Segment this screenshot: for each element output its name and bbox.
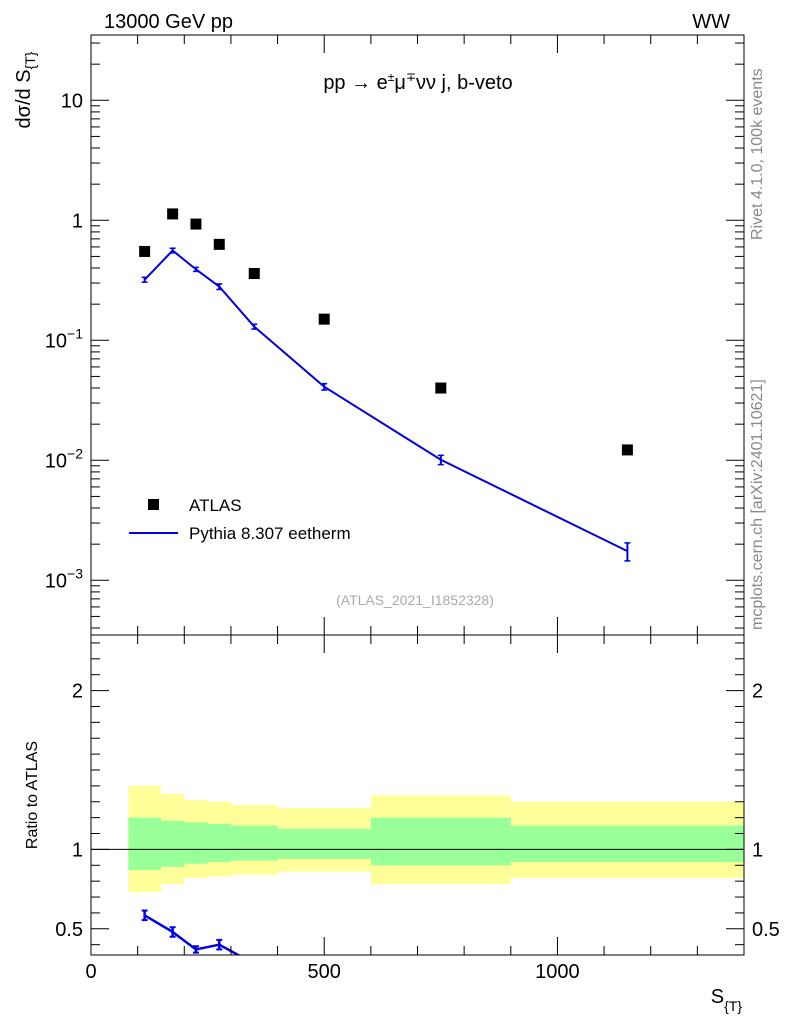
ratio-y-tick-label: 1 xyxy=(72,839,83,861)
x-axis-label: S{T} xyxy=(711,986,743,1014)
ratio-band-green xyxy=(184,822,208,864)
ratio-band-green xyxy=(230,825,278,861)
legend-pythia-label: Pythia 8.307 eetherm xyxy=(189,524,351,543)
main-y-tick-label: 10−1 xyxy=(45,325,83,352)
x-label-sub: {T} xyxy=(724,998,742,1014)
main-y-tick-base: 10 xyxy=(45,450,67,472)
atlas-data-point xyxy=(167,208,179,220)
main-y-tick-exp: −3 xyxy=(67,565,83,581)
atlas-data-point xyxy=(139,245,151,257)
ratio-lines xyxy=(91,848,744,955)
atlas-data-point xyxy=(213,238,225,250)
rivet-label: Rivet 4.1.0, 100k events xyxy=(749,68,766,240)
ratio-bands xyxy=(128,785,744,893)
analysis-reference: (ATLAS_2021_I1852328) xyxy=(336,592,494,608)
ratio-frame xyxy=(90,634,745,956)
main-y-tick-base: 10 xyxy=(61,90,83,112)
title-pm: ± xyxy=(388,70,395,84)
main-y-tick-base: 10 xyxy=(45,570,67,592)
x-tick-label: 1000 xyxy=(535,961,580,983)
x-label-main: S xyxy=(711,986,724,1008)
main-y-tick-exp: −1 xyxy=(67,325,83,341)
ratio-y-tick-label-right: 0.5 xyxy=(752,919,780,941)
legend-atlas-marker xyxy=(148,499,159,510)
ratio-band-green xyxy=(128,817,161,871)
main-y-tick-exp: −2 xyxy=(67,445,83,461)
ratio-y-tick-label-right: 1 xyxy=(752,839,763,861)
atlas-data-point xyxy=(190,218,202,230)
ratio-y-label: Ratio to ATLAS xyxy=(24,741,41,849)
x-tick-label: 500 xyxy=(308,961,341,983)
ratio-y-tick-label: 2 xyxy=(72,681,83,703)
mcplots-label: mcplots.cern.ch [arXiv:2401.10621] xyxy=(749,379,766,630)
title-post: νν j, b-veto xyxy=(416,72,513,94)
main-frame xyxy=(90,34,745,636)
ratio-y-tick-label: 0.5 xyxy=(55,919,83,941)
main-y-tick-label: 1 xyxy=(72,210,83,232)
ratio-band-green xyxy=(207,823,231,863)
header-process: 13000 GeV pp xyxy=(104,11,233,33)
main-y-label-sub: {T} xyxy=(22,51,38,69)
atlas-data-point xyxy=(435,382,447,394)
ratio-band-green xyxy=(370,817,511,866)
title-mp: ∓ xyxy=(406,70,416,84)
ratio-band-green xyxy=(510,825,744,863)
title-pre: pp → e xyxy=(323,72,387,94)
plot-title: pp → e±μ∓νν j, b-veto xyxy=(323,70,512,94)
atlas-data-point xyxy=(248,268,260,280)
atlas-data-point xyxy=(318,313,330,325)
legend: ATLAS Pythia 8.307 eetherm xyxy=(129,496,351,543)
ratio-band-green xyxy=(160,820,185,867)
main-y-tick-label: 10−3 xyxy=(45,565,83,592)
main-y-label: dσ/d S{T} xyxy=(13,51,38,128)
x-tick-label: 0 xyxy=(85,961,96,983)
pythia-line xyxy=(143,249,628,553)
title-mu: μ xyxy=(394,72,406,94)
ratio-band-green xyxy=(277,828,371,859)
ratio-y-tick-label-right: 2 xyxy=(752,681,763,703)
main-y-tick-base: 10 xyxy=(45,330,67,352)
main-y-tick-label: 10 xyxy=(61,90,83,112)
legend-atlas-label: ATLAS xyxy=(189,496,242,515)
main-y-tick-label: 10−2 xyxy=(45,445,83,472)
main-marks xyxy=(139,208,633,562)
header-channel: WW xyxy=(692,11,730,33)
main-y-tick-base: 1 xyxy=(72,210,83,232)
ratio-pythia-line xyxy=(143,914,241,955)
atlas-data-point xyxy=(621,444,633,456)
main-y-label-main: dσ/d S xyxy=(13,69,35,128)
